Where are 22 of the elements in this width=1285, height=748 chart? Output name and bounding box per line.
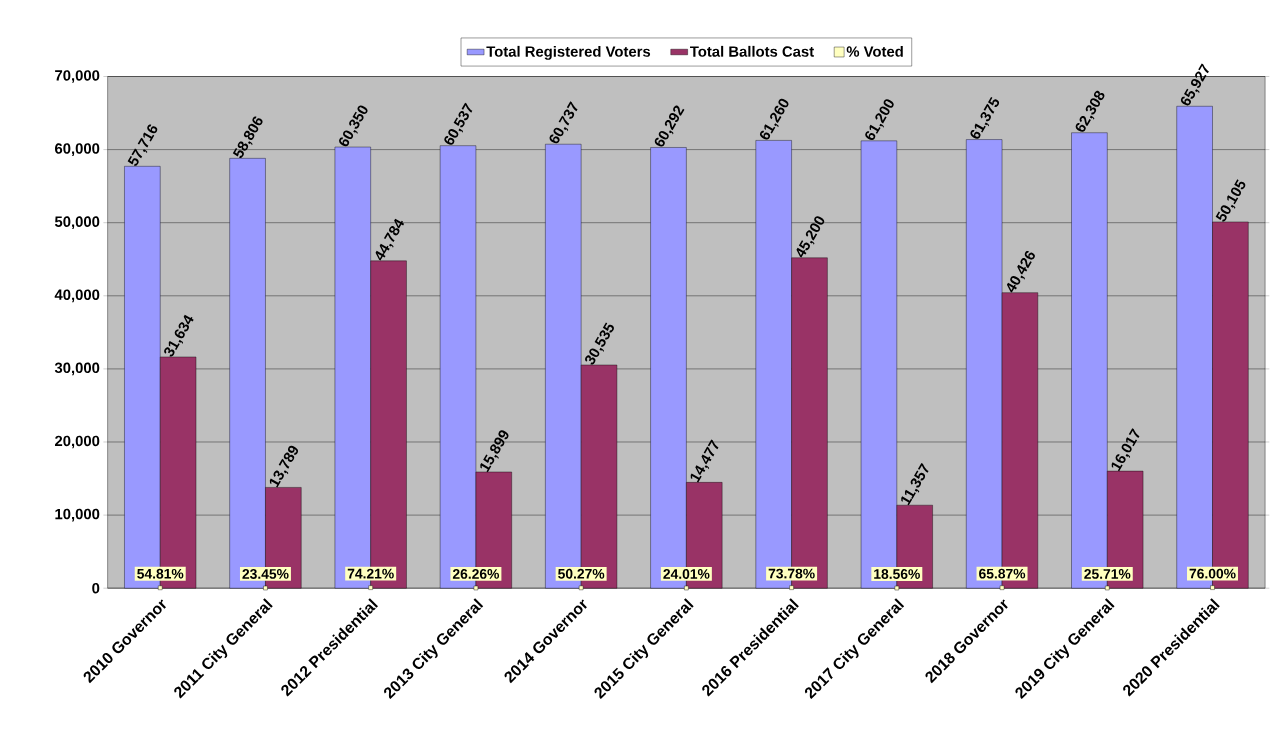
data-label: 25.71% [1084,568,1131,579]
legend-label: Total Registered Voters [486,45,651,60]
legend-label: % Voted [846,45,903,57]
y-tick-label: 0 [92,582,100,594]
data-label: 73.78% [768,568,815,579]
data-label: 50.27% [558,568,605,579]
y-tick-label: 10,000 [55,508,100,522]
data-label: 74.21% [347,568,394,579]
legend-label: Total Ballots Cast [690,45,814,57]
y-tick-label: 60,000 [55,143,100,156]
y-tick-label: 70,000 [55,70,100,83]
y-tick-label: 50,000 [54,216,100,229]
data-label: 54.81% [137,568,184,579]
data-label: 26.26% [452,568,500,579]
y-tick-label: 20,000 [54,435,100,449]
data-label: 76.00% [1189,568,1236,579]
data-label: 24.01% [663,568,710,579]
data-label: 23.45% [242,568,289,579]
y-tick-label: 40,000 [54,289,100,303]
data-label: 18.56% [874,569,920,579]
y-tick-label: 30,000 [54,362,100,376]
data-label: 65.87% [979,568,1026,579]
